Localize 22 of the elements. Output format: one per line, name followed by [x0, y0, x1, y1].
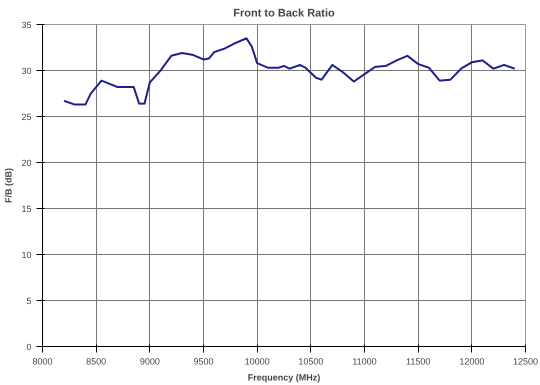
y-tick-label: 35 — [21, 20, 32, 30]
x-tick-label: 10500 — [298, 356, 324, 366]
y-tick-label: 0 — [26, 342, 32, 352]
y-tick-label: 30 — [21, 66, 32, 76]
chart-title: Front to Back Ratio — [233, 8, 336, 20]
x-tick-label: 10000 — [244, 356, 270, 366]
x-tick-label: 11500 — [406, 356, 430, 366]
x-tick-label: 12000 — [459, 356, 484, 366]
x-axis-title: Frequency (MHz) — [248, 372, 320, 382]
x-tick-label: 12500 — [512, 356, 538, 366]
y-tick-label: 25 — [21, 112, 32, 122]
x-tick-label: 11000 — [352, 356, 377, 366]
y-tick-label: 5 — [26, 296, 32, 306]
y-tick-label: 15 — [21, 204, 32, 214]
x-tick-label: 8000 — [32, 356, 53, 366]
x-tick-label: 8500 — [86, 356, 106, 366]
x-tick-label: 9500 — [193, 356, 214, 366]
line-series — [62, 37, 516, 106]
y-axis-title: F/B (dB) — [3, 168, 14, 203]
y-tick-label: 10 — [21, 250, 32, 260]
x-tick-label: 9000 — [140, 356, 160, 366]
y-tick-label: 20 — [21, 158, 32, 168]
